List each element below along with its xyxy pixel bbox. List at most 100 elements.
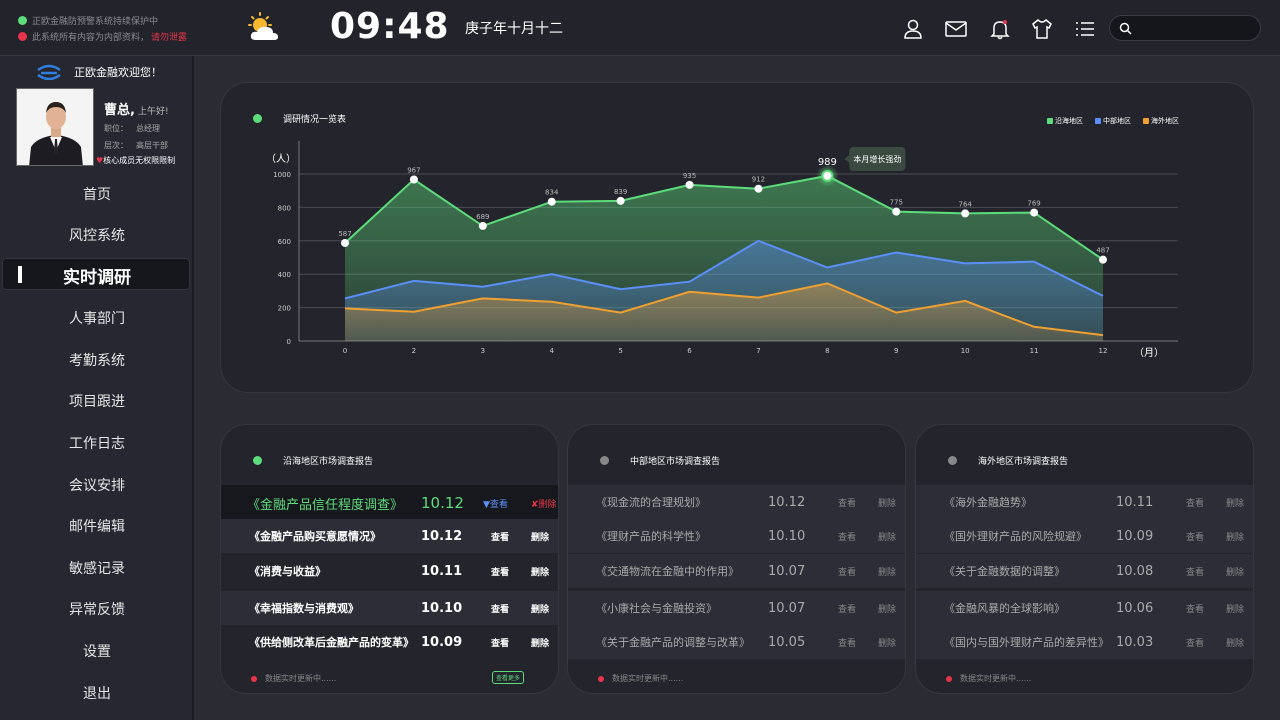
user-icon[interactable]: [902, 18, 924, 40]
shirt-icon[interactable]: [1031, 18, 1053, 40]
data-point: [1099, 255, 1107, 264]
y-tick-label: 600: [278, 238, 291, 246]
report-row[interactable]: 《幸福指数与消费观》 10.10 查看 删除: [221, 591, 558, 625]
view-button[interactable]: 查看: [491, 638, 510, 649]
report-row[interactable]: 《现金流的合理规划》 10.12 查看 删除: [568, 485, 905, 519]
delete-button[interactable]: 删除: [531, 638, 550, 649]
report-row[interactable]: 《关于金融产品的调整与改革》 10.05 查看 删除: [568, 625, 905, 659]
data-point: [547, 197, 556, 206]
view-button[interactable]: 查看: [1186, 638, 1205, 649]
delete-button[interactable]: 删除: [878, 532, 897, 543]
series-line: [344, 239, 1104, 300]
report-row[interactable]: 《消费与收益》 10.11 查看 删除: [221, 554, 558, 588]
report-row[interactable]: 《金融风暴的全球影响》 10.06 查看 删除: [916, 591, 1253, 625]
data-point: [478, 221, 487, 230]
nav-logout[interactable]: 退出: [0, 683, 194, 703]
delete-button[interactable]: ✘删除: [531, 499, 557, 510]
data-label: 587: [338, 230, 351, 238]
nav-label: 实时调研: [63, 268, 131, 288]
mail-icon[interactable]: [945, 18, 967, 40]
nav-mail[interactable]: 邮件编辑: [0, 516, 194, 536]
view-button[interactable]: 查看: [838, 567, 857, 578]
nav-meetings[interactable]: 会议安排: [0, 475, 194, 495]
nav-label: 工作日志: [69, 436, 125, 452]
user-position: 职位： 总经理: [104, 123, 160, 134]
view-button[interactable]: 查看: [838, 532, 857, 543]
view-button[interactable]: ▼查看: [483, 499, 508, 510]
overseas-report-card: 海外地区市场调查报告 《海外金融趋势》 10.11 查看 删除 《国外理财产品的风险规避》…: [915, 424, 1254, 694]
report-row[interactable]: 《国外理财产品的风险规避》 10.09 查看 删除: [916, 519, 1253, 553]
search-input[interactable]: [1109, 15, 1261, 41]
view-button[interactable]: 查看: [1186, 532, 1205, 543]
chart-title-text: 调研情况一览表: [283, 115, 347, 125]
nav-projects[interactable]: 项目跟进: [0, 391, 194, 411]
report-row[interactable]: 《供给侧改革后金融产品的变革》 10.09 查看 删除: [221, 625, 558, 659]
view-button[interactable]: 查看: [838, 638, 857, 649]
view-button[interactable]: 查看: [1186, 567, 1205, 578]
report-date: 10.09: [1116, 528, 1154, 544]
report-row[interactable]: 《海外金融趋势》 10.11 查看 删除: [916, 485, 1253, 519]
avatar[interactable]: [16, 88, 94, 166]
view-button[interactable]: 查看: [491, 532, 510, 543]
report-date: 10.03: [1116, 634, 1154, 650]
nav-exceptions[interactable]: 异常反馈: [0, 599, 194, 619]
report-row[interactable]: 《金融产品购买意愿情况》 10.12 查看 删除: [221, 519, 558, 553]
nav-home[interactable]: 首页: [0, 184, 194, 204]
x-tick-label: 0: [343, 347, 347, 355]
view-button[interactable]: 查看: [1186, 604, 1205, 615]
report-date: 10.12: [768, 494, 806, 510]
delete-button[interactable]: 删除: [878, 567, 897, 578]
delete-button[interactable]: 删除: [878, 638, 897, 649]
data-label: 769: [1027, 200, 1040, 208]
legend-central[interactable]: 中部地区: [1095, 116, 1131, 126]
view-button[interactable]: 查看: [1186, 498, 1205, 509]
delete-button[interactable]: 删除: [878, 498, 897, 509]
nav-risk-control[interactable]: 风控系统: [0, 225, 194, 245]
nav-hr[interactable]: 人事部门: [0, 308, 194, 328]
bell-icon[interactable]: [989, 18, 1011, 40]
report-row[interactable]: 《国内与国外理财产品的差异性》 10.03 查看 删除: [916, 625, 1253, 659]
delete-button[interactable]: 删除: [1226, 567, 1245, 578]
delete-button[interactable]: 删除: [531, 567, 550, 578]
status-text: 数据实时更新中......: [265, 674, 337, 683]
legend-coastal[interactable]: 沿海地区: [1047, 116, 1083, 126]
menu-list-icon[interactable]: [1074, 18, 1096, 40]
report-card-title-text: 海外地区市场调查报告: [978, 457, 1069, 467]
x-tick-label: 4: [549, 347, 554, 355]
search-icon: [1119, 22, 1132, 35]
nav-settings[interactable]: 设置: [0, 641, 194, 661]
y-tick-label: 200: [278, 305, 291, 313]
nav-label: 风控系统: [69, 228, 125, 244]
delete-button[interactable]: 删除: [1226, 638, 1245, 649]
nav-realtime-research[interactable]: 实时调研: [2, 258, 190, 290]
nav-attendance[interactable]: 考勤系统: [0, 350, 194, 370]
level-label: 层次：: [104, 141, 128, 150]
legend-overseas[interactable]: 海外地区: [1143, 116, 1179, 126]
alert-warning-text: 请勿泄露: [151, 33, 188, 43]
report-date: 10.12: [421, 528, 463, 544]
view-button[interactable]: 查看: [491, 567, 510, 578]
view-button[interactable]: 查看: [838, 498, 857, 509]
nav-worklog[interactable]: 工作日志: [0, 433, 194, 453]
report-row[interactable]: 《理财产品的科学性》 10.10 查看 删除: [568, 519, 905, 553]
y-tick-label: 0: [287, 338, 291, 346]
report-title: 《海外金融趋势》: [944, 496, 1032, 509]
delete-button[interactable]: 删除: [1226, 532, 1245, 543]
delete-button[interactable]: 删除: [1226, 604, 1245, 615]
report-row[interactable]: 《交通物流在金融中的作用》 10.07 查看 删除: [568, 554, 905, 588]
nav-label: 人事部门: [69, 311, 125, 327]
nav-sensitive[interactable]: 敏感记录: [0, 558, 194, 578]
view-button[interactable]: 查看: [491, 604, 510, 615]
delete-button[interactable]: 删除: [531, 604, 550, 615]
x-axis-label: （月）: [1134, 347, 1164, 359]
permission-note: ♥核心成员无权限限制: [96, 155, 175, 166]
report-row[interactable]: 《关于金融数据的调整》 10.08 查看 删除: [916, 554, 1253, 588]
delete-button[interactable]: 删除: [1226, 498, 1245, 509]
report-row[interactable]: 《金融产品信任程度调查》 10.12 ▼查看 ✘删除: [221, 485, 558, 521]
delete-button[interactable]: 删除: [878, 604, 897, 615]
view-button[interactable]: 查看: [838, 604, 857, 615]
delete-button[interactable]: 删除: [531, 532, 550, 543]
view-more-button[interactable]: 查看更多: [492, 671, 525, 684]
report-date: 10.08: [1116, 563, 1154, 579]
report-row[interactable]: 《小康社会与金融投资》 10.07 查看 删除: [568, 591, 905, 625]
